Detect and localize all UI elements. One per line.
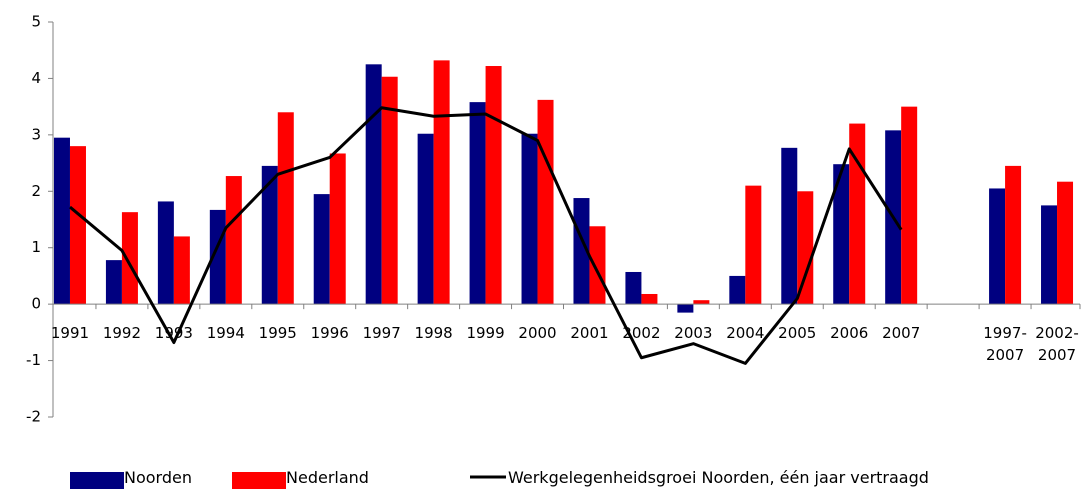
bar: [589, 226, 606, 305]
x-tick-label: 1991: [50, 324, 90, 343]
legend-label: Werkgelegenheidsgroei Noorden, één jaar …: [508, 468, 929, 487]
x-tick-label: 1999: [466, 324, 505, 343]
x-tick-label: 2001: [570, 324, 609, 343]
bar: [381, 76, 398, 305]
x-tick-label: 1993: [154, 324, 193, 343]
x-tick-label: 1998: [414, 324, 453, 343]
bar: [121, 212, 138, 305]
bar: [69, 146, 86, 305]
x-tick-label: 2004: [726, 324, 765, 343]
bar: [729, 275, 746, 305]
bar: [417, 133, 434, 305]
x-tick-label: 2007: [882, 324, 921, 343]
x-tick-label: 2002: [622, 324, 661, 343]
bar: [261, 165, 278, 305]
bar: [173, 236, 190, 305]
y-tick-label: -2: [26, 408, 41, 426]
bar: [313, 194, 330, 305]
bar: [625, 271, 642, 305]
y-tick-label: -1: [26, 351, 41, 369]
x-tick-label: 2002-2007: [1035, 324, 1079, 365]
bar: [225, 176, 242, 305]
legend-label: Nederland: [286, 468, 369, 487]
line: [69, 106, 903, 365]
bar: [677, 304, 694, 313]
bar: [833, 164, 850, 305]
x-tick-label: 1997: [362, 324, 401, 343]
bar: [277, 112, 294, 305]
bar: [537, 99, 554, 305]
bar: [989, 188, 1006, 305]
legend-label: Noorden: [124, 468, 192, 487]
y-tick-label: 5: [31, 13, 41, 31]
bar: [329, 153, 346, 305]
y-tick-label: 4: [31, 69, 41, 87]
x-tick-label: 2000: [518, 324, 557, 343]
bar: [157, 201, 174, 305]
x-tick-label: 1994: [206, 324, 245, 343]
bar: [745, 185, 762, 305]
y-tick-label: 0: [31, 295, 41, 313]
legend-swatch: [232, 472, 286, 489]
bar: [693, 300, 710, 305]
bar: [781, 147, 798, 305]
bar: [797, 191, 814, 305]
y-tick-label: 2: [31, 182, 41, 200]
bar: [573, 198, 590, 305]
bar: [641, 293, 658, 305]
bar: [433, 60, 450, 305]
bar: [53, 137, 70, 305]
bar: [365, 64, 382, 305]
y-tick-label: 3: [31, 125, 41, 143]
bar: [521, 133, 538, 305]
legend-swatch: [70, 472, 124, 489]
bar: [901, 106, 918, 305]
x-tick-label: 1995: [258, 324, 297, 343]
x-tick-label: 2006: [830, 324, 869, 343]
x-tick-label: 1996: [310, 324, 349, 343]
x-tick-label: 1992: [102, 324, 142, 343]
bar: [1041, 205, 1058, 305]
bar: [1005, 165, 1022, 305]
bar: [105, 260, 122, 305]
y-tick-label: 1: [31, 238, 41, 256]
x-tick-label: 1997-2007: [983, 324, 1027, 365]
bar: [485, 66, 502, 305]
x-tick-label: 2003: [674, 324, 713, 343]
x-tick-label: 2005: [778, 324, 817, 343]
bar: [1057, 181, 1074, 305]
bar: [469, 102, 486, 305]
